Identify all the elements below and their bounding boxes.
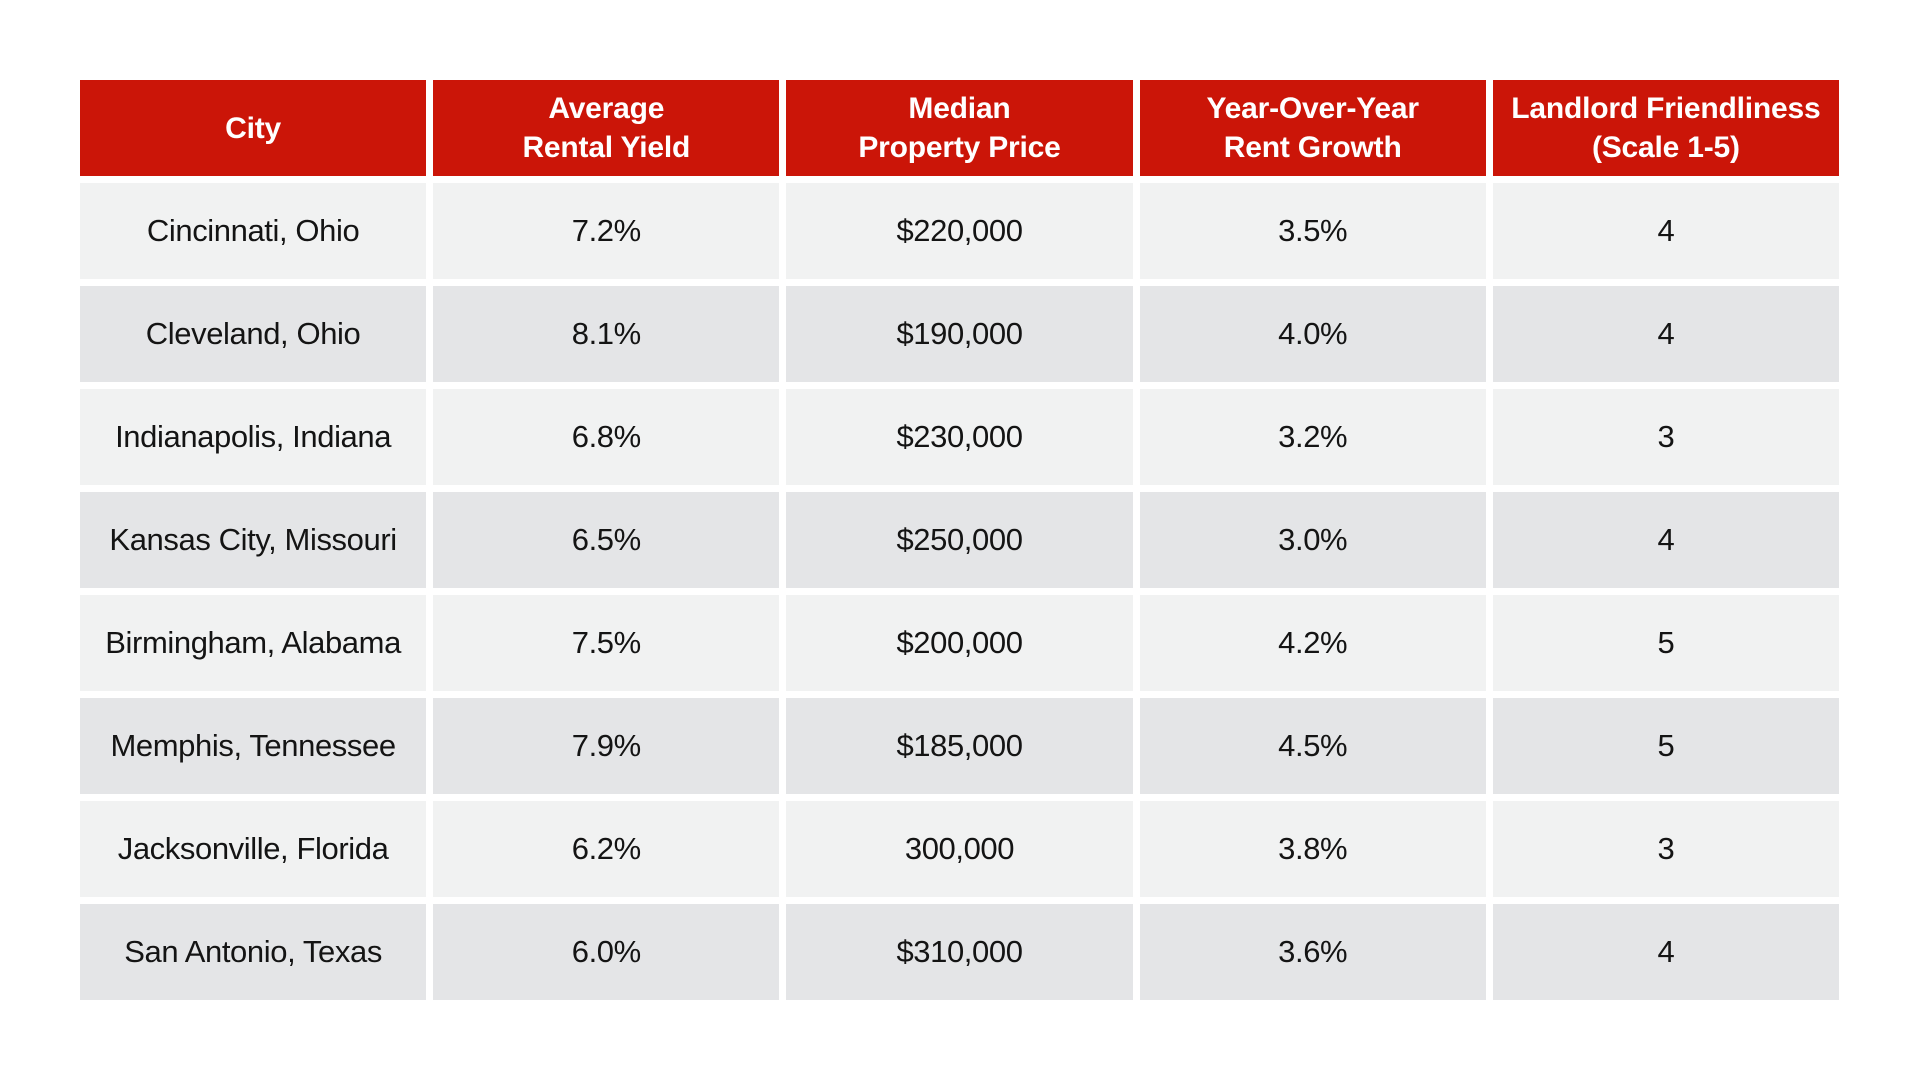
cell-landlord-friendliness: 4	[1492, 286, 1839, 382]
cell-yoy-rent-growth: 3.6%	[1139, 904, 1486, 1000]
cell-median-property-price: $200,000	[786, 595, 1133, 691]
cell-city: Jacksonville, Florida	[80, 801, 427, 897]
cell-landlord-friendliness: 5	[1492, 595, 1839, 691]
cell-city: San Antonio, Texas	[80, 904, 427, 1000]
cell-city: Cleveland, Ohio	[80, 286, 427, 382]
cell-landlord-friendliness: 5	[1492, 698, 1839, 794]
column-header-line: Rental Yield	[522, 131, 691, 164]
cell-yoy-rent-growth: 4.5%	[1139, 698, 1486, 794]
cell-landlord-friendliness: 4	[1492, 492, 1839, 588]
cell-landlord-friendliness: 3	[1492, 389, 1839, 485]
cell-average-rental-yield: 6.8%	[433, 389, 780, 485]
cell-average-rental-yield: 7.2%	[433, 183, 780, 279]
column-header-line: Average	[548, 92, 665, 125]
column-header-line: City	[225, 111, 282, 145]
cell-city: Birmingham, Alabama	[80, 595, 427, 691]
column-header-city: City	[80, 80, 427, 176]
cell-yoy-rent-growth: 3.2%	[1139, 389, 1486, 485]
column-header-landlord-friendliness: Landlord Friendliness (Scale 1-5)	[1492, 80, 1839, 176]
cell-median-property-price: $230,000	[786, 389, 1133, 485]
column-header-yoy-rent-growth: Year-Over-Year Rent Growth	[1139, 80, 1486, 176]
cell-yoy-rent-growth: 3.8%	[1139, 801, 1486, 897]
cell-average-rental-yield: 6.2%	[433, 801, 780, 897]
cell-median-property-price: $190,000	[786, 286, 1133, 382]
column-header-line: (Scale 1-5)	[1591, 131, 1740, 164]
cell-yoy-rent-growth: 4.0%	[1139, 286, 1486, 382]
cell-city: Memphis, Tennessee	[80, 698, 427, 794]
cell-median-property-price: $220,000	[786, 183, 1133, 279]
cell-city: Cincinnati, Ohio	[80, 183, 427, 279]
column-header-median-property-price: Median Property Price	[786, 80, 1133, 176]
cell-average-rental-yield: 6.0%	[433, 904, 780, 1000]
rental-investment-cities-table: City Average Rental Yield Median Property Pr…	[80, 80, 1839, 1000]
cell-median-property-price: $310,000	[786, 904, 1133, 1000]
cell-average-rental-yield: 6.5%	[433, 492, 780, 588]
column-header-line: Year-Over-Year	[1206, 92, 1420, 125]
cell-city: Kansas City, Missouri	[80, 492, 427, 588]
column-header-line: Property Price	[858, 131, 1061, 164]
cell-median-property-price: $185,000	[786, 698, 1133, 794]
cell-city: Indianapolis, Indiana	[80, 389, 427, 485]
cell-average-rental-yield: 8.1%	[433, 286, 780, 382]
column-header-line: Rent Growth	[1223, 131, 1402, 164]
cell-average-rental-yield: 7.9%	[433, 698, 780, 794]
cell-average-rental-yield: 7.5%	[433, 595, 780, 691]
cell-median-property-price: $250,000	[786, 492, 1133, 588]
column-header-line: Median	[908, 92, 1011, 125]
column-header-average-rental-yield: Average Rental Yield	[433, 80, 780, 176]
cell-landlord-friendliness: 4	[1492, 183, 1839, 279]
cell-yoy-rent-growth: 3.5%	[1139, 183, 1486, 279]
column-header-line: Landlord Friendliness	[1511, 92, 1821, 125]
cell-landlord-friendliness: 3	[1492, 801, 1839, 897]
cell-yoy-rent-growth: 3.0%	[1139, 492, 1486, 588]
cell-yoy-rent-growth: 4.2%	[1139, 595, 1486, 691]
cell-median-property-price: 300,000	[786, 801, 1133, 897]
cell-landlord-friendliness: 4	[1492, 904, 1839, 1000]
